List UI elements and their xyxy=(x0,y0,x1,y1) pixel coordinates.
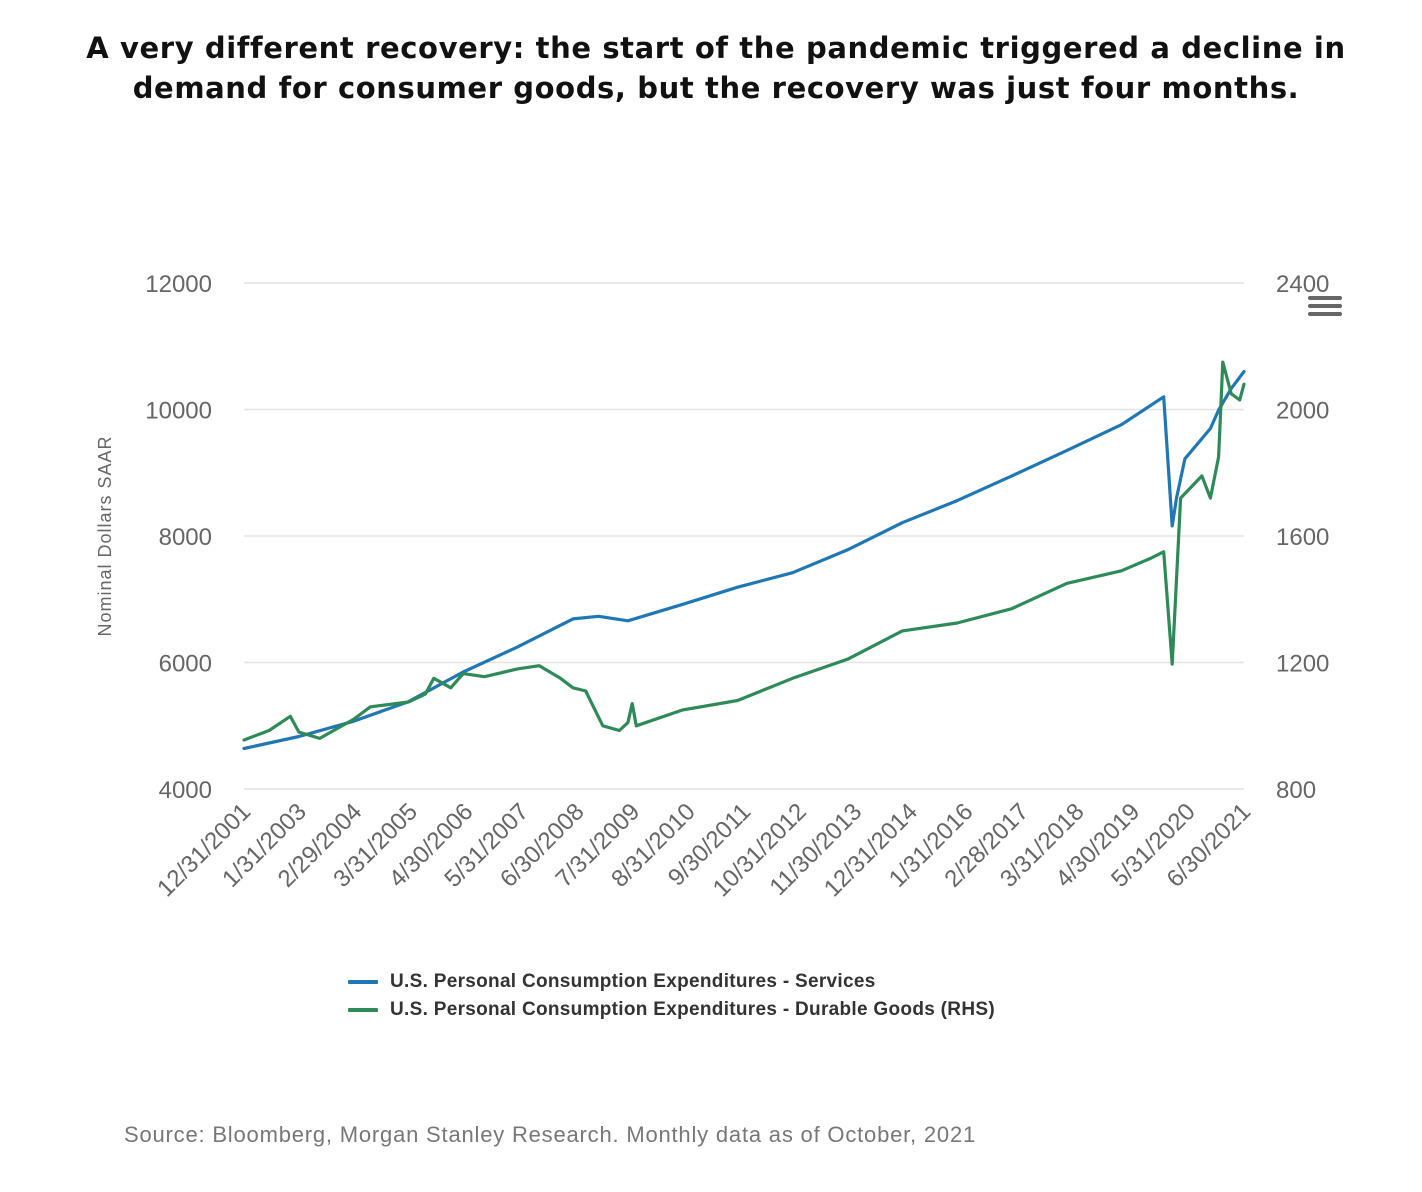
legend-label-durable-goods: U.S. Personal Consumption Expenditures -… xyxy=(390,999,995,1020)
y-left-tick-label: 12000 xyxy=(145,271,212,298)
chart-legend: U.S. Personal Consumption Expenditures -… xyxy=(348,968,995,1024)
y-left-tick-label: 8000 xyxy=(159,524,212,551)
y-left-tick-label: 6000 xyxy=(159,651,212,678)
menu-bar-3 xyxy=(1308,312,1342,316)
legend-item-durable-goods[interactable]: U.S. Personal Consumption Expenditures -… xyxy=(348,996,995,1024)
y-right-tick-label: 800 xyxy=(1276,777,1316,804)
y-right-tick-label: 2000 xyxy=(1276,398,1329,425)
chart-title-line-1: A very different recovery: the start of … xyxy=(86,31,1346,65)
y-left-tick-label: 10000 xyxy=(145,398,212,425)
y-axis-label: Nominal Dollars SAAR xyxy=(95,435,115,636)
menu-bar-2 xyxy=(1308,304,1342,308)
series-line-durable-goods xyxy=(242,360,1246,742)
source-note: Source: Bloomberg, Morgan Stanley Resear… xyxy=(124,1122,977,1147)
legend-label-services: U.S. Personal Consumption Expenditures -… xyxy=(390,971,876,992)
legend-item-services[interactable]: U.S. Personal Consumption Expenditures -… xyxy=(348,968,995,996)
y-right-tick-label: 2400 xyxy=(1276,271,1329,298)
y-right-tick-label: 1600 xyxy=(1276,524,1329,551)
legend-swatch-durable-goods xyxy=(348,1008,378,1012)
hamburger-menu-icon[interactable] xyxy=(1308,296,1342,320)
chart-title-line-2: demand for consumer goods, but the recov… xyxy=(132,71,1300,105)
chart-title: A very different recovery: the start of … xyxy=(40,28,1392,108)
y-right-tick-label: 1200 xyxy=(1276,651,1329,678)
legend-swatch-services xyxy=(348,980,378,984)
series-line-services xyxy=(242,370,1246,751)
y-left-tick-label: 4000 xyxy=(159,777,212,804)
menu-bar-1 xyxy=(1308,296,1342,300)
